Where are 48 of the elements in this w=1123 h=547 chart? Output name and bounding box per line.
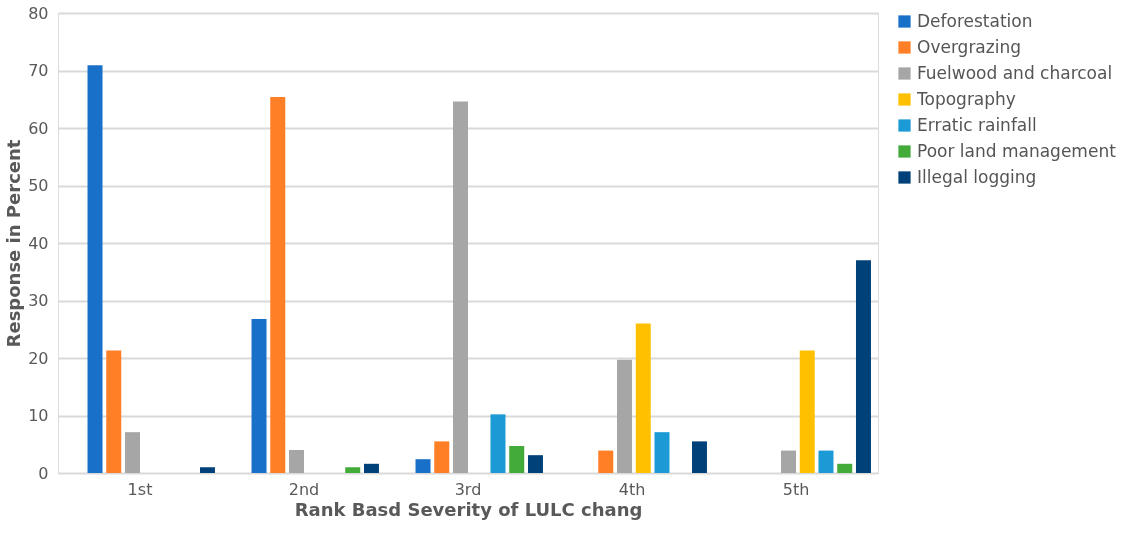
- bar: [837, 463, 853, 473]
- x-axis-title: Rank Basd Severity of LULC chang: [294, 498, 643, 520]
- y-tick-label: 30: [28, 291, 49, 310]
- bar: [654, 432, 670, 473]
- x-tick-label: 3rd: [454, 479, 482, 499]
- legend-label: Fuelwood and charcoal: [917, 62, 1113, 83]
- bar: [855, 260, 871, 473]
- x-tick-label: 4th: [618, 479, 646, 499]
- y-tick-label: 50: [28, 176, 49, 195]
- bar: [87, 65, 103, 473]
- y-tick-label: 10: [28, 406, 49, 425]
- y-tick-label: 20: [28, 348, 49, 368]
- bar: [818, 450, 834, 473]
- bar: [345, 467, 361, 473]
- bar: [691, 441, 707, 473]
- bar: [125, 432, 140, 473]
- y-tick-label: 80: [28, 3, 49, 23]
- bar: [251, 318, 267, 473]
- y-axis-title: Response in Percent: [3, 139, 25, 348]
- bar: [289, 450, 304, 473]
- y-tick-label: 70: [28, 61, 49, 80]
- bar: [453, 101, 468, 473]
- y-tick-label: 40: [28, 233, 49, 253]
- bar: [781, 450, 796, 473]
- bar: [527, 455, 543, 473]
- bar: [415, 459, 431, 473]
- y-tick-label: 60: [28, 118, 49, 138]
- bar: [799, 350, 815, 473]
- bar: [490, 414, 506, 473]
- bar: [434, 441, 450, 473]
- bar: [635, 323, 651, 473]
- legend-label: Deforestation: [917, 10, 1033, 31]
- x-tick-label: 2nd: [288, 479, 320, 499]
- bar: [617, 359, 632, 473]
- legend-label: Poor land management: [917, 140, 1117, 161]
- x-tick-label: 1st: [127, 479, 153, 499]
- legend-label: Illegal logging: [917, 166, 1037, 187]
- bar: [363, 463, 379, 473]
- legend-label: Overgrazing: [917, 36, 1022, 57]
- legend-label: Erratic rainfall: [917, 114, 1037, 135]
- x-tick-label: 5th: [782, 479, 810, 499]
- legend-label: Topography: [916, 88, 1016, 109]
- y-tick-label: 0: [38, 463, 49, 483]
- bar: [106, 350, 122, 473]
- bar: [270, 96, 286, 473]
- bar: [598, 450, 614, 473]
- bar: [199, 467, 215, 473]
- bar: [509, 445, 525, 473]
